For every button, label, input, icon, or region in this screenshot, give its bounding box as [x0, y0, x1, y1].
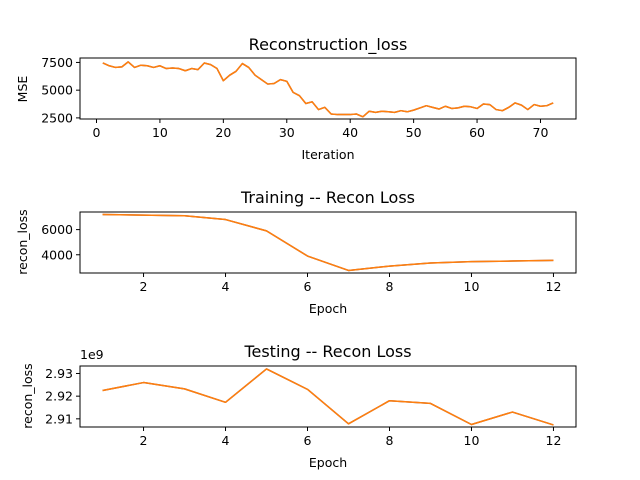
y-tick-label: 5000 [41, 83, 73, 98]
plot-lines [102, 368, 554, 426]
panel-testing-recon-loss: Testing -- Recon Loss Epoch recon_loss 1… [20, 342, 577, 470]
y-tick-label: 4000 [41, 247, 73, 262]
x-tick-label: 2 [140, 279, 148, 294]
series-line-0 [102, 368, 554, 426]
series-line-1 [102, 368, 554, 426]
y-axis-label: recon_loss [15, 209, 30, 274]
x-tick-label: 30 [279, 125, 295, 140]
x-tick-label: 6 [304, 433, 312, 448]
x-tick-label: 12 [546, 279, 562, 294]
x-tick-label: 10 [464, 279, 480, 294]
axes-ticks: 2 4 6 8 10 12 4000 6000 [41, 222, 561, 294]
x-axis-label: Epoch [309, 455, 347, 470]
x-axis-label: Iteration [301, 147, 354, 162]
x-tick-label: 6 [304, 279, 312, 294]
axes-ticks: 0 10 20 30 40 50 60 70 2500 5000 7500 [41, 55, 548, 140]
y-axis-label: recon_loss [20, 363, 35, 428]
plot-lines [102, 61, 554, 118]
x-tick-label: 12 [546, 433, 562, 448]
chart-title: Training -- Recon Loss [240, 188, 415, 207]
x-tick-label: 8 [386, 433, 394, 448]
series-line-1 [102, 61, 554, 118]
x-tick-label: 70 [533, 125, 549, 140]
x-tick-label: 20 [215, 125, 231, 140]
x-tick-label: 60 [469, 125, 485, 140]
x-tick-label: 10 [152, 125, 168, 140]
x-tick-label: 4 [222, 433, 230, 448]
panel-training-recon-loss: Training -- Recon Loss Epoch recon_loss … [15, 188, 577, 316]
x-tick-label: 2 [140, 433, 148, 448]
x-tick-label: 4 [222, 279, 230, 294]
x-tick-label: 50 [406, 125, 422, 140]
chart-title: Reconstruction_loss [249, 35, 408, 55]
y-tick-label: 2.91 [45, 411, 73, 426]
x-tick-label: 8 [386, 279, 394, 294]
panel-reconstruction-loss: Reconstruction_loss Iteration MSE 0 10 20 3… [15, 35, 577, 162]
y-tick-label: 2500 [41, 110, 73, 125]
y-tick-label: 2.92 [45, 389, 73, 404]
axes-frame [79, 211, 577, 274]
y-tick-label: 2.93 [45, 366, 73, 381]
axes-ticks: 2 4 6 8 10 12 2.91 2.92 2.93 [45, 366, 561, 448]
x-tick-label: 0 [93, 125, 101, 140]
y-tick-label: 7500 [41, 55, 73, 70]
x-axis-label: Epoch [309, 301, 347, 316]
plot-lines [102, 213, 554, 272]
axes-frame [79, 57, 577, 120]
series-line-1 [102, 213, 554, 272]
y-axis-label: MSE [15, 76, 30, 103]
x-tick-label: 10 [464, 433, 480, 448]
chart-title: Testing -- Recon Loss [243, 342, 411, 361]
axes-frame [79, 365, 577, 428]
x-tick-label: 40 [342, 125, 358, 140]
y-tick-label: 6000 [41, 222, 73, 237]
series-line-0 [102, 61, 554, 118]
y-offset-label: 1e9 [80, 347, 104, 362]
